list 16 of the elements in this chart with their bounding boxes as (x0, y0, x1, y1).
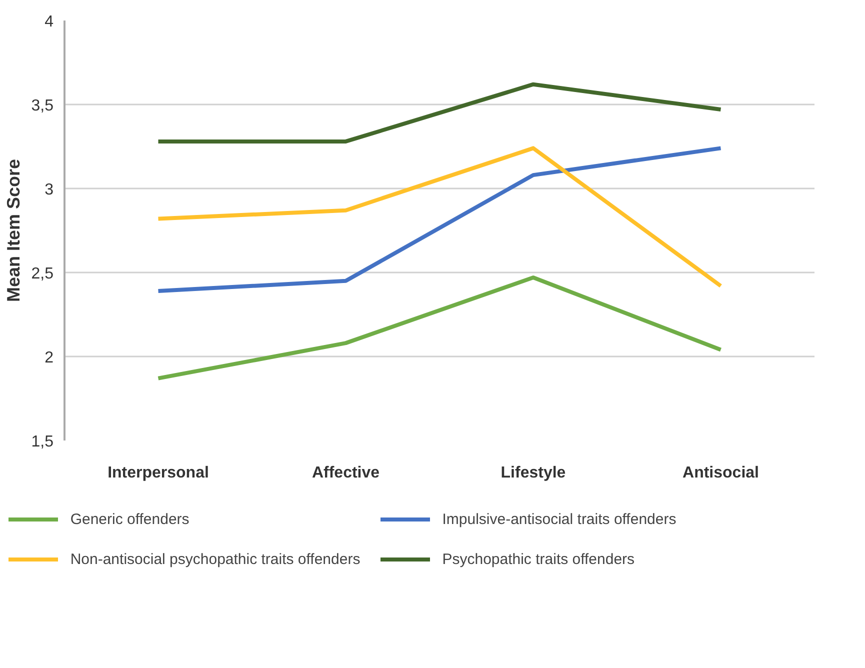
y-tick-label: 2 (44, 350, 54, 366)
x-tick-label: Antisocial (682, 464, 759, 482)
y-tick-label: 3,5 (31, 98, 54, 114)
y-tick-label: 2,5 (31, 266, 54, 282)
x-tick-label: Affective (312, 464, 380, 482)
x-tick-label: Lifestyle (500, 464, 566, 482)
y-axis-title: Mean Item Score (3, 158, 24, 302)
legend-label: Generic offenders (70, 510, 190, 528)
y-tick-label: 1,5 (31, 434, 54, 450)
legend-label: Non-antisocial psychopathic traits offenders (70, 550, 360, 568)
legend-label: Impulsive-antisocial traits offenders (442, 510, 676, 528)
y-tick-label: 3 (44, 182, 54, 198)
y-tick-label: 4 (44, 14, 54, 30)
legend-label: Psychopathic traits offenders (442, 550, 635, 568)
line-series (156, 276, 723, 380)
x-tick-label: Interpersonal (108, 464, 209, 482)
